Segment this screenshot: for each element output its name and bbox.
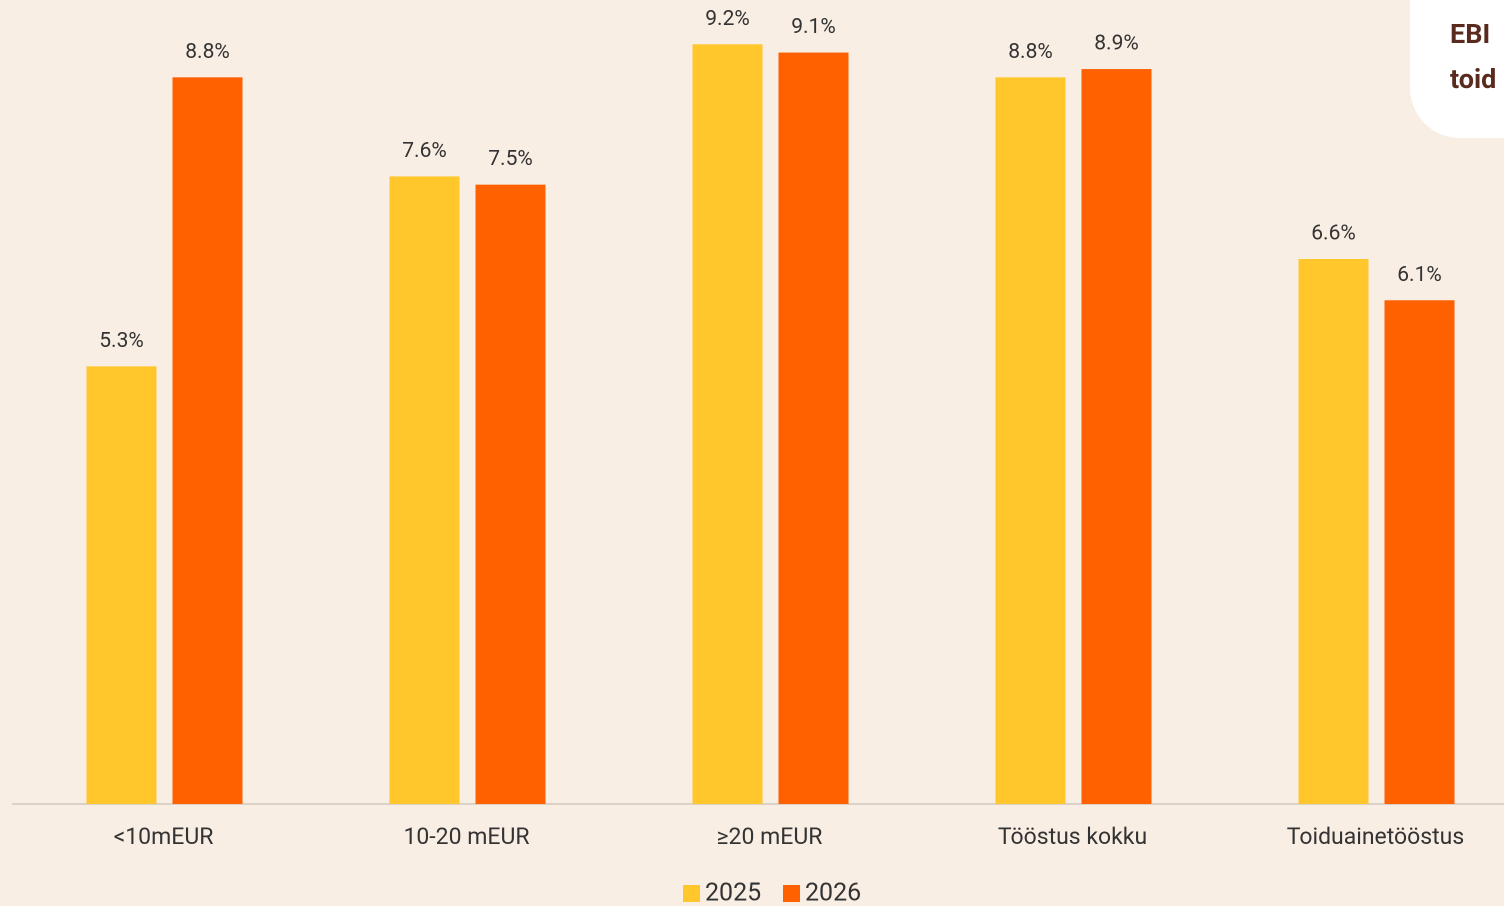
x-tick-label: ≥20 mEUR [717,823,823,850]
legend-label: 2026 [805,879,861,906]
bar [1081,69,1152,804]
x-tick-label: <10mEUR [114,823,214,850]
bar [1298,258,1369,804]
bar [778,52,849,805]
bar [86,366,157,804]
data-label: 7.5% [488,147,533,171]
annotation: toid [1450,63,1496,95]
legend-swatch [783,885,800,902]
legend-label: 2025 [705,879,761,906]
data-label: 6.1% [1397,263,1442,287]
x-tick-label: Tööstus kokku [998,823,1147,850]
bar [1384,300,1455,804]
x-tick-label: 10-20 mEUR [403,823,529,850]
data-label: 8.8% [1008,40,1053,64]
annotation: EBI [1450,18,1490,50]
bar [692,44,763,805]
bar [172,77,243,805]
legend-swatch [683,885,700,902]
bar [995,77,1066,805]
title-box [1410,0,1504,138]
bar [389,176,460,805]
data-label: 6.6% [1311,222,1356,246]
data-label: 9.1% [791,15,836,39]
data-label: 5.3% [99,329,144,353]
data-label: 8.8% [185,40,230,64]
x-tick-label: Toiduainetööstus [1287,823,1464,850]
data-label: 7.6% [402,139,447,163]
bar [475,184,546,804]
data-label: 9.2% [705,7,750,31]
data-label: 8.9% [1094,32,1139,56]
